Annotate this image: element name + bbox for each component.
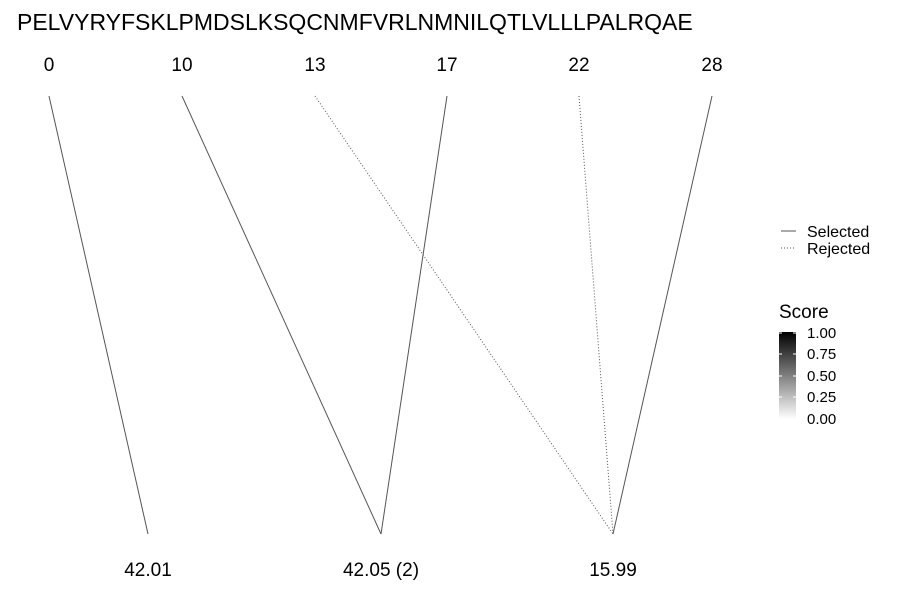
mass-label: 15.99 (589, 560, 637, 581)
rejected-legend-label: Rejected (807, 241, 870, 258)
position-labels: 0 10 13 17 22 28 (44, 55, 723, 76)
selected-link-line (380, 95, 448, 535)
selected-link-line (612, 95, 713, 535)
colorbar-tick-label: 0.50 (807, 368, 836, 385)
colorbar-tick-label: 0.25 (807, 389, 836, 406)
position-label: 22 (568, 55, 589, 76)
selected-legend-label: Selected (807, 224, 869, 241)
position-label: 13 (304, 55, 325, 76)
rejected-link-line (314, 95, 614, 535)
score-legend-title: Score (779, 302, 829, 323)
rejected-link-line (578, 95, 614, 535)
position-label: 0 (44, 55, 55, 76)
site-links (48, 95, 713, 535)
position-label: 10 (171, 55, 192, 76)
colorbar-tick-label: 1.00 (807, 325, 836, 342)
position-label: 28 (701, 55, 722, 76)
selected-link-line (48, 95, 149, 535)
selected-link-line (181, 95, 382, 535)
position-label: 17 (436, 55, 457, 76)
score-colorbar (779, 332, 796, 419)
peptide-sequence: PELVYRYFSKLPMDSLKSQCNMFVRLNMNILQTLVLLLPA… (17, 9, 693, 35)
colorbar-tick-label: 0.00 (807, 411, 836, 428)
colorbar-tick-label: 0.75 (807, 346, 836, 363)
score-legend: Score 1.00 0.75 0.50 0.25 0.00 (779, 302, 836, 428)
linetype-legend: Selected Rejected (781, 224, 870, 258)
mass-label: 42.01 (124, 560, 172, 581)
mass-labels: 42.01 42.05 (2) 15.99 (124, 560, 637, 581)
mass-label: 42.05 (2) (343, 560, 419, 581)
